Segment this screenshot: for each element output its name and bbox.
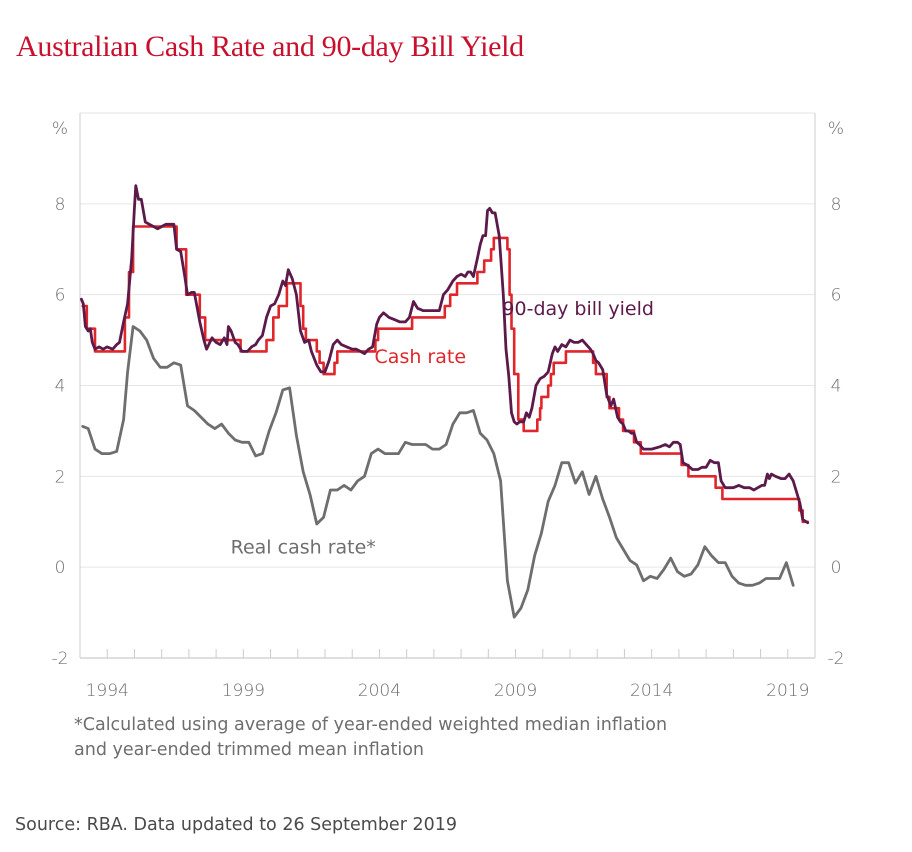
x-tick-label: 1999 [222,681,265,701]
y-tick-label-right: 0 [831,558,842,578]
y-unit-label-left: % [52,119,68,139]
footnote-line-2: and year-ended trimmed mean inflation [74,740,424,760]
y-tick-label-right: 2 [831,467,842,487]
grid-layer [80,203,815,568]
x-tick-label: 2004 [358,681,401,701]
y-tick-label-left: 8 [55,195,66,215]
label-layer: 90-day bill yield Cash rate Real cash rate… [231,298,654,558]
y-tick-label-right: -2 [828,649,845,669]
chart-title: Australian Cash Rate and 90-day Bill Yie… [16,30,524,63]
axis-layer: -2 -2 0 0 2 2 4 4 6 6 8 8% % 1994 1999 2004 2009 2014 2019 [52,112,845,701]
series-label-90-day-bill-yield: 90-day bill yield [502,298,654,320]
series-line-cash-rate [81,225,809,524]
y-unit-label-right: % [828,119,844,139]
y-tick-label-left: 4 [55,377,66,397]
y-tick-label-right: 8 [831,195,842,215]
y-tick-label-right: 4 [831,377,842,397]
source-note: Source: RBA. Data updated to 26 Septembe… [15,815,457,835]
y-tick-label-left: 2 [55,467,66,487]
series-line-real-cash-rate [81,325,795,619]
footnote: *Calculated using average of year-ended … [74,713,854,763]
y-tick-label-left: 0 [55,558,66,578]
y-tick-label-right: 6 [831,286,842,306]
series-layer [80,184,810,619]
x-tick-label: 2009 [494,681,537,701]
x-tick-label: 2019 [766,681,809,701]
x-tick-label: 2014 [630,681,673,701]
series-line-90-day-bill-yield [80,184,810,525]
x-tick-label: 1994 [86,681,129,701]
series-label-real-cash-rate: Real cash rate* [231,537,376,559]
y-tick-label-left: 6 [55,286,66,306]
y-tick-label-left: -2 [52,649,69,669]
footnote-line-1: *Calculated using average of year-ended … [74,715,668,735]
series-label-cash-rate: Cash rate [375,346,466,368]
